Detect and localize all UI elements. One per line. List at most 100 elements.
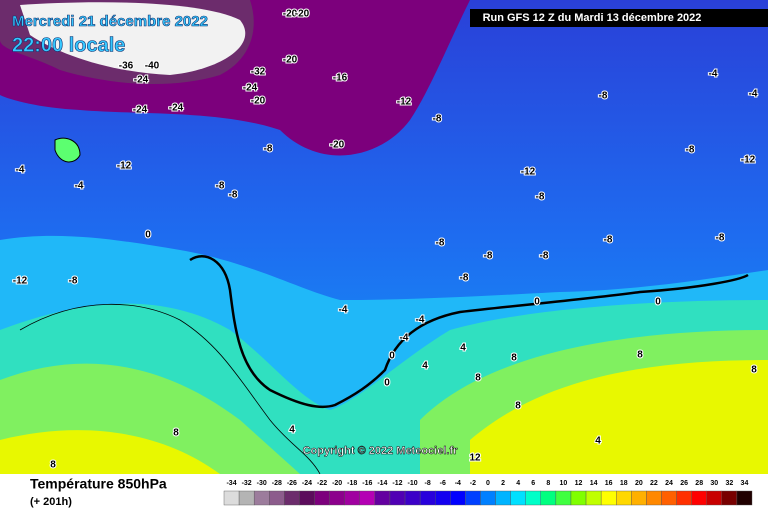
contour-label: -20 <box>330 140 345 151</box>
colorbar-label: -20 <box>332 480 342 487</box>
contour-label: -8 <box>536 192 545 203</box>
contour-label: -20 <box>295 9 310 20</box>
colorbar-swatch <box>495 490 511 506</box>
colorbar-label: -14 <box>377 480 387 487</box>
colorbar-label: 30 <box>710 480 718 487</box>
contour-label: -24 <box>169 103 184 114</box>
contour-label: -16 <box>333 73 348 84</box>
contour-label: -8 <box>229 190 238 201</box>
colorbar-label: -28 <box>272 480 282 487</box>
legend-title: Température 850hPa <box>30 476 167 492</box>
contour-label: -24 <box>133 105 148 116</box>
colorbar-swatch <box>359 490 376 506</box>
colorbar-label: 8 <box>546 480 550 487</box>
colorbar-swatch <box>691 490 707 506</box>
contour-label: 0 <box>389 351 395 362</box>
contour-label: -24 <box>134 75 149 86</box>
colorbar-swatch <box>721 490 738 506</box>
colorbar-swatch <box>525 490 542 506</box>
colorbar-label: 18 <box>620 480 628 487</box>
colorbar-swatch <box>480 490 496 506</box>
forecast-step: (+ 201h) <box>30 496 72 508</box>
colorbar-swatch <box>646 490 662 506</box>
contour-label: -40 <box>145 61 160 72</box>
colorbar-label: 16 <box>605 480 613 487</box>
date-label: Mercredi 21 décembre 2022 <box>12 13 208 30</box>
colorbar-swatch <box>344 490 360 506</box>
colorbar-swatch <box>661 490 677 506</box>
colorbar-label: -22 <box>317 480 327 487</box>
colorbar-swatch <box>404 490 421 506</box>
contour-label: 8 <box>475 373 481 384</box>
contour-label: -20 <box>283 55 298 66</box>
contour-label: -12 <box>521 167 536 178</box>
contour-label: 4 <box>460 343 466 354</box>
contour-label: -20 <box>251 96 266 107</box>
colorbar-swatch <box>706 490 723 506</box>
colorbar-label: 0 <box>486 480 490 487</box>
contour-label: -32 <box>251 67 266 78</box>
contour-label: -8 <box>540 251 549 262</box>
colorbar-swatch <box>284 490 300 506</box>
colorbar-label: 24 <box>665 480 673 487</box>
time-label: 22:00 locale <box>12 34 125 56</box>
colorbar-label: 26 <box>680 480 688 487</box>
contour-label: -12 <box>117 161 132 172</box>
contour-label: 8 <box>50 460 56 471</box>
colorbar-swatch <box>570 490 587 506</box>
colorbar-label: -4 <box>455 480 461 487</box>
colorbar: -34 -32 -30 -28 -26 -24 -22 -20 -18 -16 -14 -12 -10-… <box>223 480 753 506</box>
iceland <box>54 137 81 163</box>
colorbar-label: 32 <box>725 480 733 487</box>
colorbar-swatch <box>465 490 481 506</box>
contour-label: -8 <box>599 91 608 102</box>
contour-label: 8 <box>515 401 521 412</box>
contour-label: -8 <box>264 144 273 155</box>
contour-label: -8 <box>604 235 613 246</box>
colorbar-swatch <box>600 490 617 506</box>
colorbar-swatch <box>540 490 557 506</box>
contour-line <box>19 303 321 475</box>
colorbar-label: 12 <box>575 480 583 487</box>
colorbar-label: 28 <box>695 480 703 487</box>
contour-label: -20 <box>283 9 298 20</box>
colorbar-swatch <box>299 490 315 506</box>
colorbar-label: -16 <box>362 480 372 487</box>
contour-labels: -20-20-36 -40-32-24-20-16-24-20-24 -24-12-… <box>12 8 759 472</box>
contour-label: 0 <box>655 297 661 308</box>
colorbar-swatch <box>314 490 330 506</box>
colorbar-label: 4 <box>516 480 520 487</box>
contour-label: -12 <box>13 276 28 287</box>
colorbar-label: 22 <box>650 480 658 487</box>
contour-label: -8 <box>460 273 469 284</box>
colorbar-label: -6 <box>440 480 446 487</box>
contour-label: -8 <box>216 181 225 192</box>
contour-label: -4 <box>400 333 409 344</box>
colorbar-swatch <box>419 490 436 506</box>
hot-zone <box>0 360 768 474</box>
contour-label: 0 <box>145 230 151 241</box>
contour-label: -4 <box>339 305 348 316</box>
colorbar-label: -30 <box>257 480 267 487</box>
contour-label: 8 <box>637 350 643 361</box>
map: -20-20-36 -40-32-24-20-16-24-20-24 -24-12-… <box>0 0 768 475</box>
contour-label: -4 <box>416 315 425 326</box>
contour-label: -24 <box>243 83 258 94</box>
contour-label: -8 <box>716 233 725 244</box>
colorbar-swatch <box>329 490 345 506</box>
contour-label: 4 <box>422 361 428 372</box>
colorbar-label: -24 <box>302 480 312 487</box>
colorbar-label: 14 <box>590 480 598 487</box>
copyright: Copyright © 2022 Meteociel.fr <box>303 445 459 457</box>
colorbar-swatch <box>631 490 647 506</box>
colorbar-label: 20 <box>635 480 643 487</box>
colorbar-label: 2 <box>501 480 505 487</box>
contour-label: 8 <box>511 353 517 364</box>
contour-label: 4 <box>289 425 295 436</box>
colorbar-swatch <box>435 490 451 506</box>
contour-label: -4 <box>709 69 718 80</box>
colorbar-label: -2 <box>470 480 476 487</box>
run-label: Run GFS 12 Z du Mardi 13 décembre 2022 <box>483 12 702 24</box>
